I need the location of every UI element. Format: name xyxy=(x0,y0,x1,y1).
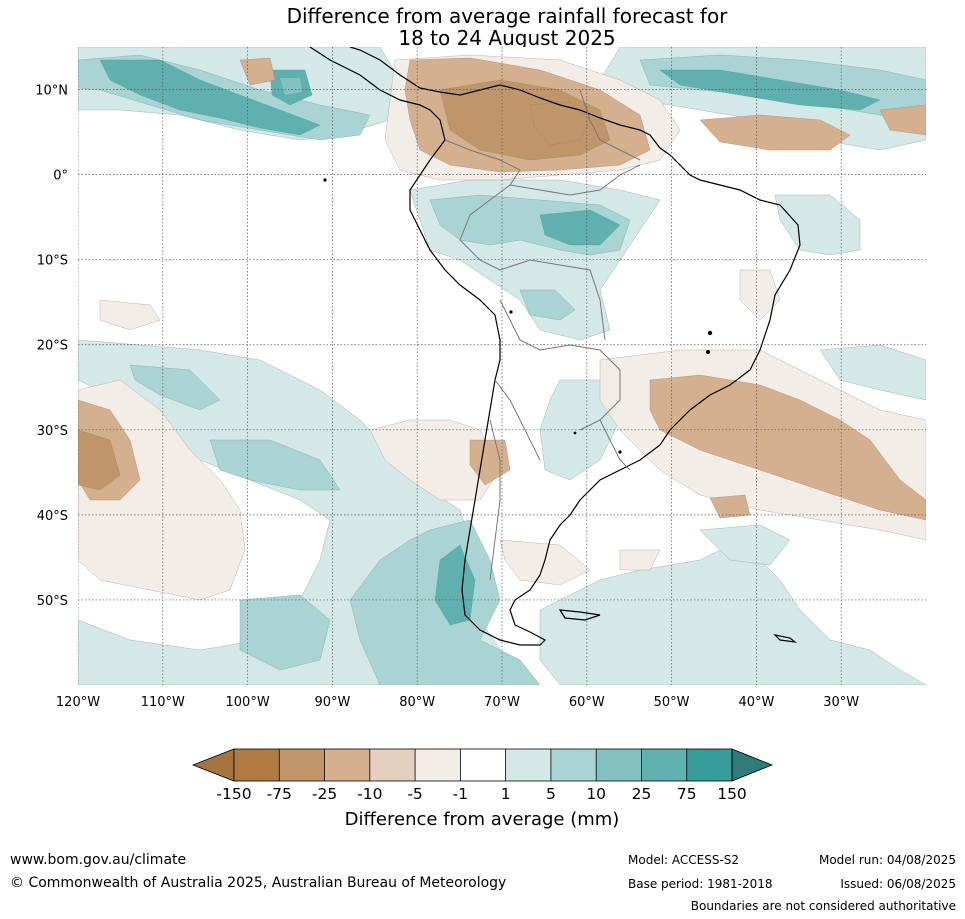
colorbar-extend-max xyxy=(731,748,774,782)
latitude-label: 50°S xyxy=(37,594,68,609)
colorbar-bin xyxy=(641,749,687,781)
map-title-line1: Difference from average rainfall forecas… xyxy=(286,4,728,28)
colorbar-title: Difference from average (mm) xyxy=(345,809,620,830)
longitude-labels: 120°W 110°W 100°W 90°W 80°W 70°W 60°W 50°W 40°W 3… xyxy=(56,695,859,710)
latitude-label: 20°S xyxy=(37,339,68,354)
rainfall-anomaly-dry-strong xyxy=(78,79,611,491)
coastlines xyxy=(309,47,801,646)
colorbar-bin xyxy=(550,749,597,781)
colorbar: -150 -75 -25 -10 -5 -1 1 5 10 25 75 150 Difference f… xyxy=(191,748,774,830)
longitude-label: 40°W xyxy=(738,695,774,710)
latitude-label: 0° xyxy=(53,169,68,184)
colorbar-bin xyxy=(279,749,325,781)
rainfall-anomaly-wet-core xyxy=(280,78,302,95)
footer-base-period: Base period: 1981-2018 xyxy=(628,877,773,891)
colorbar-tick-label: 75 xyxy=(677,785,697,803)
longitude-label: 90°W xyxy=(314,695,350,710)
colorbar-tick-label: 1 xyxy=(501,785,511,803)
colorbar-tick-label: 5 xyxy=(546,785,556,803)
rainfall-anomaly-wet-strong xyxy=(99,59,881,626)
colorbar-bin xyxy=(324,749,370,781)
map-title-line2: 18 to 24 August 2025 xyxy=(398,26,616,50)
longitude-label: 120°W xyxy=(56,695,100,710)
longitude-label: 70°W xyxy=(484,695,520,710)
footer-model-run: Model run: 04/08/2025 xyxy=(818,853,956,867)
graticule xyxy=(78,47,926,685)
longitude-label: 80°W xyxy=(399,695,435,710)
longitude-label: 50°W xyxy=(654,695,690,710)
colorbar-bin xyxy=(460,749,506,781)
map-plot-area xyxy=(78,47,926,685)
colorbar-extend-min xyxy=(191,748,235,782)
colorbar-bin xyxy=(505,749,551,781)
colorbar-bin xyxy=(369,749,416,781)
latitude-label: 40°S xyxy=(37,509,68,524)
colorbar-tick-label: 150 xyxy=(717,785,747,803)
colorbar-tick-label: -1 xyxy=(453,785,468,803)
footer-website: www.bom.gov.au/climate xyxy=(10,852,187,868)
colorbar-tick-label: -25 xyxy=(312,785,337,803)
footer-issued: Issued: 06/08/2025 xyxy=(840,877,956,891)
colorbar-bin xyxy=(686,749,732,781)
colorbar-bin xyxy=(415,749,461,781)
colorbar-tick-label: -10 xyxy=(357,785,382,803)
latitude-label: 10°N xyxy=(35,84,68,99)
colorbar-tick-label: 25 xyxy=(632,785,652,803)
colorbar-tick-label: 10 xyxy=(586,785,606,803)
colorbar-bin xyxy=(234,749,280,781)
latitude-label: 10°S xyxy=(37,254,68,269)
footer-disclaimer: Boundaries are not considered authoritat… xyxy=(690,899,956,913)
islands xyxy=(323,178,713,454)
footer-copyright: © Commonwealth of Australia 2025, Austra… xyxy=(10,875,507,891)
longitude-label: 60°W xyxy=(569,695,605,710)
longitude-label: 110°W xyxy=(141,695,185,710)
colorbar-tick-label: -75 xyxy=(267,785,292,803)
colorbar-frame xyxy=(233,748,733,782)
footer-model: Model: ACCESS-S2 xyxy=(628,853,740,867)
colorbar-tick-label: -150 xyxy=(216,785,251,803)
longitude-label: 100°W xyxy=(226,695,270,710)
longitude-label: 30°W xyxy=(823,695,859,710)
colorbar-tick-label: -5 xyxy=(407,785,422,803)
colorbar-bin xyxy=(596,749,642,781)
latitude-labels: 10°N 0° 10°S 20°S 30°S 40°S 50°S xyxy=(35,84,68,609)
latitude-label: 30°S xyxy=(37,424,68,439)
